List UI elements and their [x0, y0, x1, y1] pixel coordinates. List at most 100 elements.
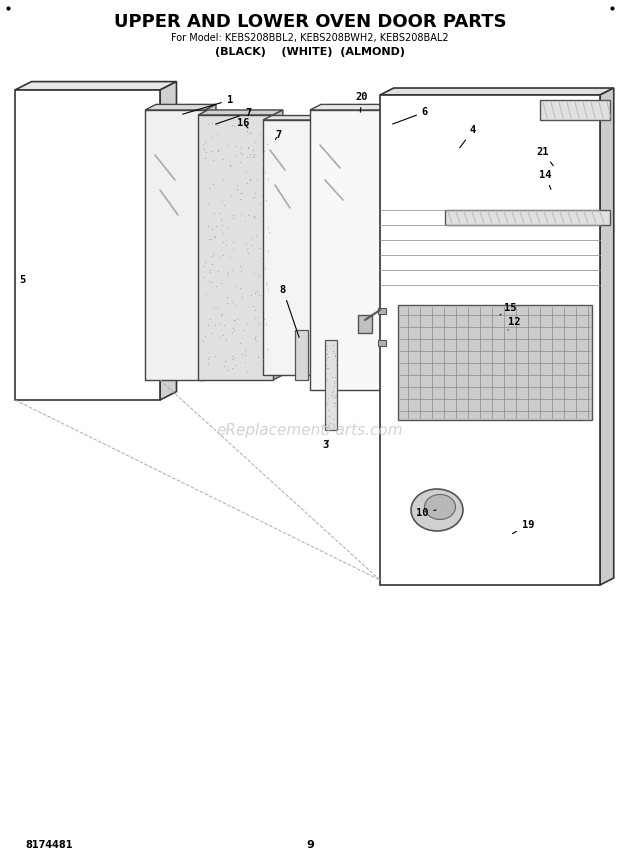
Polygon shape	[160, 82, 177, 400]
Point	[219, 198, 229, 212]
Point	[205, 264, 215, 278]
Polygon shape	[540, 100, 610, 120]
Point	[227, 263, 237, 277]
Point	[227, 352, 237, 366]
Point	[222, 220, 232, 233]
Polygon shape	[273, 110, 283, 380]
Point	[250, 331, 260, 345]
Point	[324, 409, 334, 423]
Point	[252, 173, 262, 187]
Point	[206, 232, 216, 246]
Point	[329, 376, 339, 390]
Bar	[378, 308, 386, 314]
Text: 8174481: 8174481	[25, 840, 73, 850]
Point	[213, 301, 223, 315]
Point	[235, 155, 245, 169]
Point	[322, 372, 332, 386]
Point	[254, 316, 264, 330]
Point	[258, 356, 268, 370]
Point	[329, 375, 339, 388]
Point	[216, 214, 226, 227]
Point	[235, 146, 245, 160]
Point	[211, 279, 221, 293]
Point	[253, 270, 263, 284]
Polygon shape	[198, 110, 283, 115]
Text: 14: 14	[539, 170, 551, 189]
Point	[262, 342, 272, 356]
Point	[204, 275, 214, 288]
Text: 10: 10	[416, 508, 436, 518]
Point	[260, 261, 270, 275]
Point	[250, 286, 260, 300]
Point	[210, 230, 220, 244]
Text: 7: 7	[275, 130, 281, 140]
Point	[330, 390, 340, 404]
Text: 12: 12	[508, 317, 520, 330]
Point	[249, 190, 259, 204]
Point	[225, 250, 235, 263]
Polygon shape	[380, 88, 614, 95]
Point	[322, 347, 332, 361]
Polygon shape	[310, 110, 390, 390]
Point	[247, 149, 257, 163]
Point	[213, 143, 223, 157]
Point	[252, 284, 262, 298]
Point	[237, 187, 247, 201]
Point	[260, 193, 270, 207]
Point	[258, 254, 268, 268]
Point	[208, 177, 218, 190]
Text: For Model: KEBS208BBL2, KEBS208BWH2, KEBS208BAL2: For Model: KEBS208BBL2, KEBS208BWH2, KEB…	[171, 33, 449, 43]
Point	[323, 361, 333, 375]
Point	[208, 275, 218, 288]
Point	[331, 388, 341, 402]
Point	[265, 225, 275, 238]
Polygon shape	[263, 120, 318, 375]
Polygon shape	[15, 82, 177, 90]
Point	[230, 298, 240, 312]
Point	[208, 325, 218, 339]
Point	[209, 229, 219, 243]
Text: UPPER AND LOWER OVEN DOOR PARTS: UPPER AND LOWER OVEN DOOR PARTS	[113, 13, 507, 31]
Bar	[378, 340, 386, 346]
Point	[246, 288, 256, 301]
Point	[205, 232, 215, 245]
Point	[203, 117, 213, 131]
Point	[322, 339, 332, 353]
Point	[249, 210, 259, 224]
Polygon shape	[15, 90, 160, 400]
Point	[321, 418, 331, 431]
Bar	[398, 305, 592, 420]
Point	[250, 303, 260, 317]
Point	[242, 141, 252, 155]
Point	[237, 290, 247, 304]
Point	[330, 348, 340, 362]
Point	[221, 362, 231, 376]
Point	[252, 334, 262, 348]
Point	[329, 399, 339, 412]
Point	[258, 157, 268, 170]
Point	[218, 235, 228, 249]
Point	[244, 208, 254, 222]
Point	[216, 308, 226, 322]
Point	[245, 147, 255, 161]
Point	[231, 280, 241, 294]
Bar	[358, 315, 372, 333]
Polygon shape	[205, 104, 216, 380]
Point	[228, 242, 237, 256]
Ellipse shape	[425, 494, 456, 519]
Point	[215, 316, 225, 330]
Point	[331, 358, 341, 372]
Point	[203, 356, 213, 369]
Point	[216, 276, 226, 290]
Point	[240, 348, 250, 362]
Point	[203, 352, 213, 366]
Point	[198, 269, 208, 283]
Point	[246, 231, 255, 245]
Point	[215, 206, 224, 220]
Point	[230, 148, 240, 162]
Point	[261, 276, 271, 289]
Point	[235, 186, 245, 200]
Point	[322, 397, 332, 411]
Text: 5: 5	[19, 275, 25, 285]
Point	[223, 267, 233, 281]
